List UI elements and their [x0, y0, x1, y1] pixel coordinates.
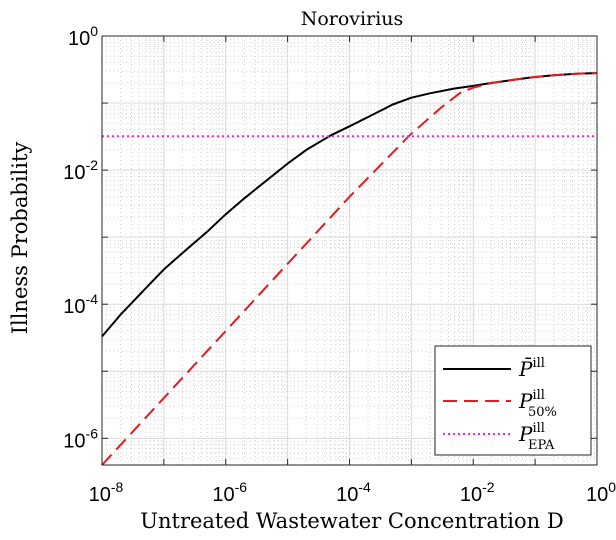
series-line-2 — [101, 72, 598, 466]
x-tick-label: 10-4 — [336, 479, 371, 506]
y-tick-label: 10-2 — [63, 157, 98, 184]
legend-box — [434, 345, 592, 456]
y-tick-label: 10-6 — [63, 425, 98, 452]
series-layer — [101, 72, 598, 466]
legend-label-3: Pill EPA — [518, 421, 555, 453]
chart-title: Norovirius — [301, 8, 404, 30]
x-tick-label: 100 — [586, 479, 616, 506]
y-tick-label: 10-4 — [63, 291, 98, 318]
axes-frame — [101, 35, 598, 466]
x-tick-label: 10-2 — [460, 479, 495, 506]
tick-labels: 10-8 10-6 10-4 10-2 100 10-6 10-4 10-2 100 — [63, 23, 616, 506]
y-axis-label: Illness Probability — [8, 142, 32, 335]
legend-label-1: P̄ill — [518, 356, 545, 381]
legend: P̄ill Pill 50%Pill EPA — [434, 345, 592, 456]
x-tick-label: 10-8 — [89, 479, 124, 506]
y-tick-label: 100 — [68, 23, 98, 50]
x-tick-label: 10-6 — [212, 479, 247, 506]
x-axis-label: Untreated Wastewater Concentration D — [140, 509, 563, 533]
legend-label-2: Pill 50% — [518, 388, 557, 420]
